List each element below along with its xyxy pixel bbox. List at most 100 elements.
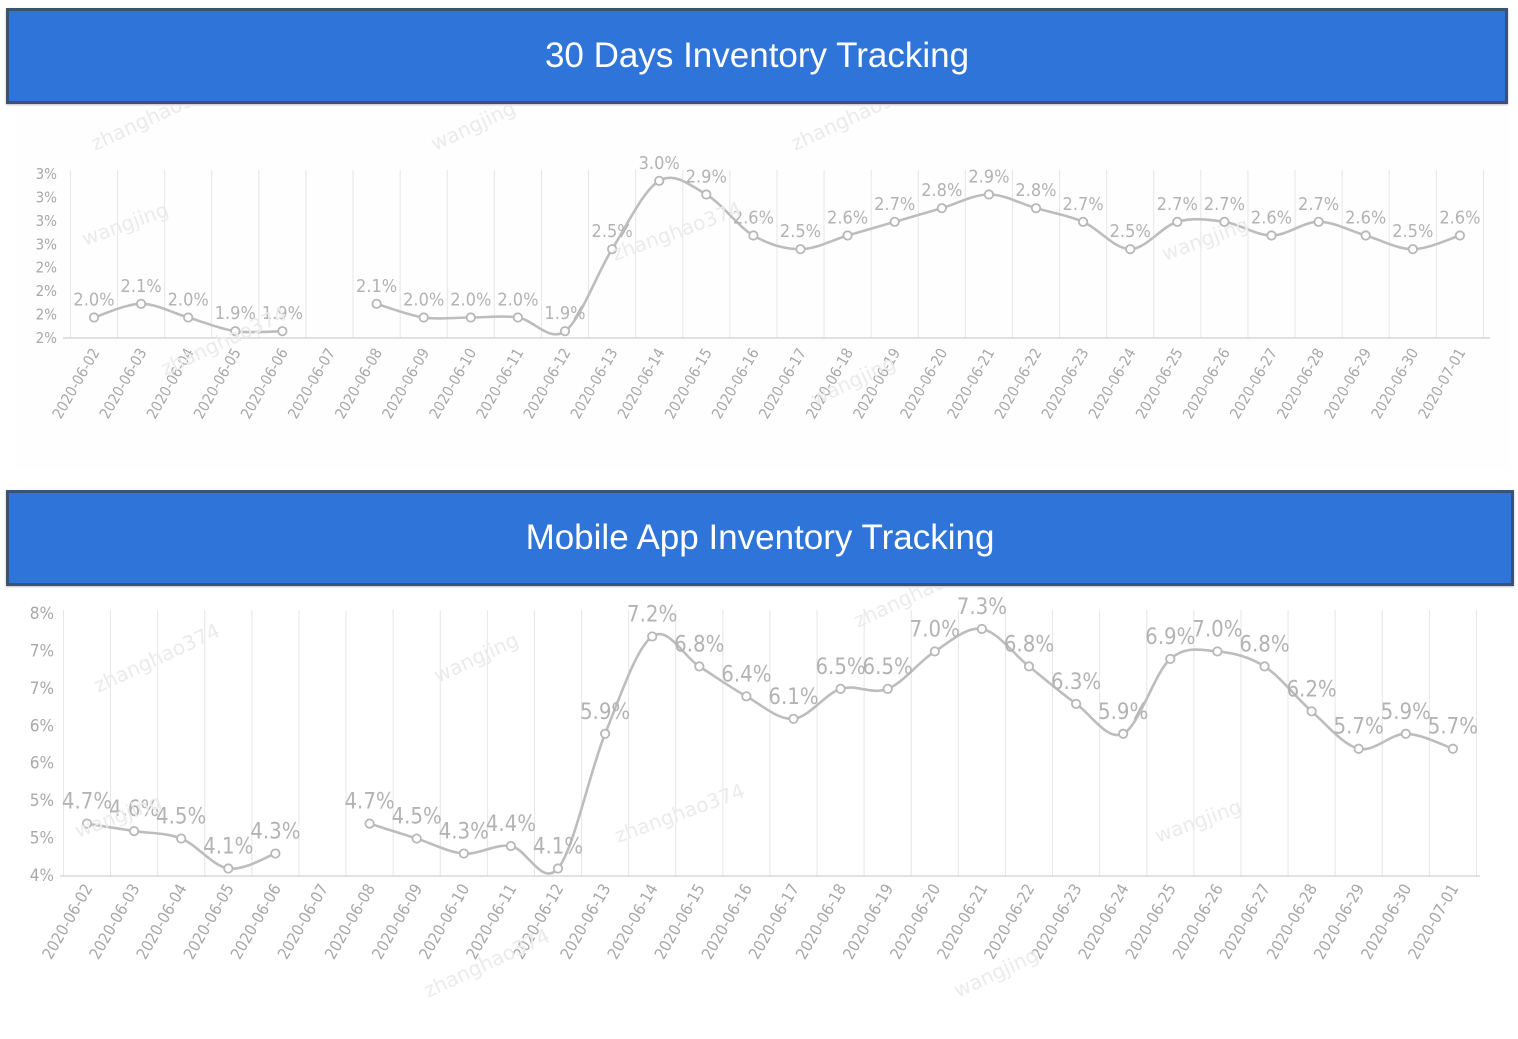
data-label: 4.4% bbox=[486, 812, 536, 837]
y-tick-label: 4% bbox=[30, 866, 54, 886]
data-label: 6.1% bbox=[768, 685, 818, 710]
y-tick-label: 3% bbox=[36, 212, 58, 230]
x-tick-label: 2020-06-07 bbox=[284, 345, 339, 422]
watermark-text: wangjing bbox=[430, 628, 522, 688]
x-tick-label: 2020-07-01 bbox=[1415, 345, 1470, 422]
data-point bbox=[1407, 244, 1418, 255]
x-tick-label: 2020-06-23 bbox=[1038, 345, 1093, 422]
data-label: 4.5% bbox=[156, 805, 206, 830]
chart1-title-banner: 30 Days Inventory Tracking bbox=[6, 8, 1508, 104]
chart2-title: Mobile App Inventory Tracking bbox=[525, 518, 995, 557]
data-point bbox=[512, 312, 523, 323]
data-point bbox=[1030, 203, 1042, 214]
y-tick-label: 6% bbox=[30, 754, 54, 774]
data-point bbox=[1306, 706, 1317, 717]
y-tick-label: 8% bbox=[30, 604, 54, 624]
data-point bbox=[1360, 230, 1371, 241]
data-label: 2.1% bbox=[356, 276, 397, 297]
x-tick-label: 2020-06-21 bbox=[944, 345, 999, 422]
data-label: 5.9% bbox=[1381, 700, 1431, 725]
data-label: 6.8% bbox=[674, 632, 724, 657]
data-point bbox=[647, 631, 658, 642]
data-label: 2.5% bbox=[592, 221, 633, 242]
x-tick-label: 2020-06-25 bbox=[1132, 345, 1187, 422]
data-point bbox=[1313, 216, 1324, 227]
y-tick-label: 7% bbox=[30, 679, 54, 699]
watermark-text: wangjing bbox=[1152, 794, 1245, 847]
y-tick-label: 3% bbox=[36, 165, 58, 183]
x-tick-label: 2020-06-14 bbox=[614, 345, 669, 422]
data-label: 7.3% bbox=[957, 595, 1007, 620]
x-tick-label: 2020-06-02 bbox=[49, 345, 104, 422]
data-point bbox=[748, 230, 759, 241]
x-tick-label: 2020-06-13 bbox=[567, 345, 622, 422]
y-tick-label: 2% bbox=[36, 259, 58, 277]
data-label: 2.5% bbox=[780, 221, 821, 242]
data-point bbox=[129, 825, 140, 837]
data-point bbox=[270, 848, 281, 859]
data-point bbox=[411, 833, 422, 844]
data-point bbox=[701, 189, 712, 200]
data-point bbox=[1219, 216, 1230, 227]
data-label: 5.7% bbox=[1334, 715, 1384, 740]
data-label: 6.8% bbox=[1239, 632, 1289, 657]
data-label: 7.0% bbox=[910, 617, 960, 642]
data-label: 4.3% bbox=[439, 820, 489, 845]
data-point bbox=[606, 244, 618, 255]
data-label: 6.4% bbox=[721, 662, 771, 687]
data-point bbox=[371, 298, 382, 309]
data-label: 2.7% bbox=[1063, 194, 1104, 215]
data-point bbox=[1172, 216, 1183, 227]
data-point bbox=[694, 661, 705, 672]
data-point bbox=[1400, 728, 1411, 739]
x-tick-label: 2020-06-10 bbox=[425, 345, 480, 422]
data-point bbox=[552, 863, 564, 874]
data-point bbox=[1078, 216, 1089, 227]
watermark-text: zhanghao374 bbox=[87, 106, 221, 156]
data-label: 2.9% bbox=[686, 167, 727, 188]
data-label: 2.6% bbox=[1439, 208, 1480, 229]
data-label: 2.0% bbox=[403, 290, 444, 311]
data-label: 4.5% bbox=[392, 805, 442, 830]
data-label: 4.6% bbox=[109, 797, 159, 822]
x-tick-label: 2020-06-20 bbox=[896, 345, 951, 422]
data-point bbox=[882, 683, 893, 694]
data-label: 2.8% bbox=[921, 180, 962, 201]
data-label: 4.7% bbox=[62, 790, 112, 815]
x-tick-label: 2020-06-24 bbox=[1085, 345, 1140, 422]
data-label: 1.9% bbox=[544, 303, 585, 324]
chart2-panel: 4% 5% 5% 6% 6% 7% 7% 8% 2020-06-02 2020-06-03 2020… bbox=[8, 553, 1514, 1034]
watermark-text: zhanghao374 bbox=[787, 106, 921, 156]
data-label: 2.8% bbox=[1015, 180, 1056, 201]
data-label: 2.6% bbox=[1345, 208, 1386, 229]
x-tick-label: 2020-06-12 bbox=[520, 345, 575, 422]
x-tick-label: 2020-06-16 bbox=[708, 345, 763, 422]
y-tick-label: 3% bbox=[36, 188, 58, 206]
y-tick-label: 5% bbox=[30, 791, 54, 811]
chart1-panel: 2% 2% 2% 2% 3% 3% 3% 3% 2020-06-02 2020-06-03 2020… bbox=[15, 76, 1510, 470]
data-point bbox=[136, 298, 147, 309]
data-point bbox=[1447, 743, 1459, 754]
data-label: 5.7% bbox=[1428, 715, 1478, 740]
data-label: 3.0% bbox=[639, 153, 680, 174]
x-tick-label: 2020-06-03 bbox=[96, 345, 151, 422]
data-label: 2.7% bbox=[874, 194, 915, 215]
data-point bbox=[364, 818, 375, 829]
data-label: 5.9% bbox=[1098, 700, 1148, 725]
data-label: 2.7% bbox=[1298, 194, 1339, 215]
data-point bbox=[176, 833, 187, 844]
data-point bbox=[842, 230, 853, 241]
data-point bbox=[418, 312, 429, 323]
chart2-title-banner: Mobile App Inventory Tracking bbox=[6, 490, 1514, 586]
data-label: 7.2% bbox=[627, 602, 677, 627]
data-label: 2.0% bbox=[73, 290, 114, 311]
data-label: 4.1% bbox=[533, 835, 583, 860]
data-label: 2.0% bbox=[450, 290, 491, 311]
x-tick-label: 2020-06-30 bbox=[1367, 345, 1422, 422]
data-label: 6.3% bbox=[1051, 670, 1101, 695]
x-tick-label: 2020-06-11 bbox=[473, 345, 528, 422]
y-tick-label: 5% bbox=[30, 829, 54, 849]
data-point bbox=[654, 175, 665, 186]
data-point bbox=[929, 646, 940, 657]
